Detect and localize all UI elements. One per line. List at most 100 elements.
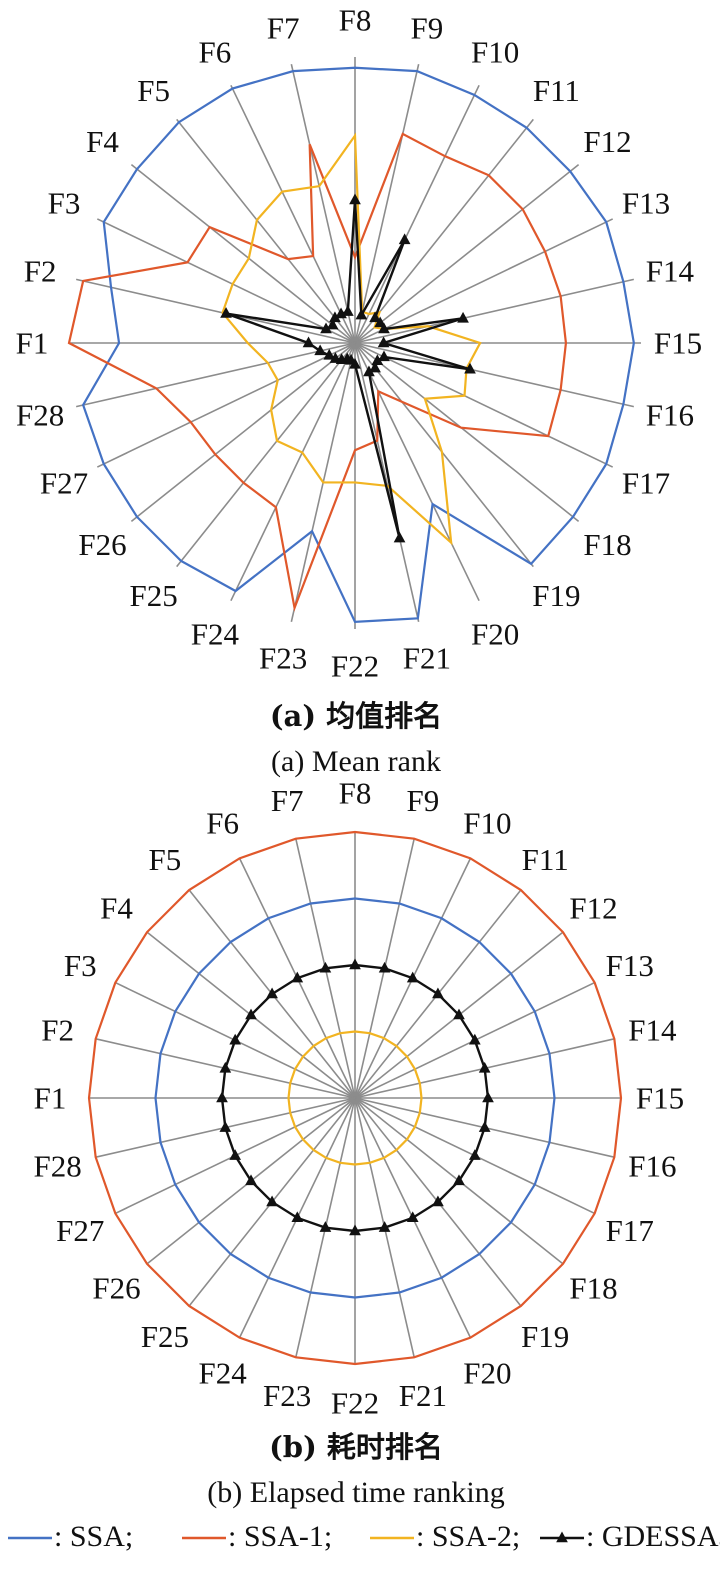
legend-label-ssa: : SSA; — [54, 1520, 133, 1553]
chart-a-spoke-f19 — [354, 342, 534, 568]
chart-b-subtitle: (b) Elapsed time ranking — [207, 1476, 504, 1509]
legend-item-ssa: : SSA; — [8, 1520, 133, 1553]
chart-b-point-gdessa-f8 — [349, 958, 361, 970]
legend-label-gdessa: : GDESSA。 — [586, 1520, 720, 1553]
chart-b-series-ssa-1 — [87, 830, 623, 1366]
chart-a-point-gdessa-f17 — [378, 350, 390, 362]
chart-b-label-f14: F14 — [628, 1013, 677, 1048]
chart-a-spoke-f21 — [354, 342, 420, 623]
chart-a-label-f11: F11 — [533, 73, 580, 108]
chart-b-point-gdessa-f3 — [229, 1033, 242, 1045]
chart-a-point-gdessa-f26 — [329, 352, 342, 363]
chart-a-label-f17: F17 — [622, 466, 670, 501]
chart-a-title: (a) 均值排名 — [270, 699, 442, 733]
chart-a-spoke-f18 — [354, 342, 580, 522]
chart-a-point-gdessa-f15 — [377, 336, 390, 348]
chart-b-point-gdessa-f9 — [378, 961, 391, 973]
chart-a-spoke-f9 — [354, 63, 420, 344]
chart-b-label-f5: F5 — [148, 842, 181, 877]
chart-b-series-ssa — [154, 897, 556, 1299]
chart-a-label-f25: F25 — [129, 578, 177, 613]
chart-a-point-gdessa-f13 — [378, 322, 390, 334]
chart-b-series — [87, 830, 623, 1366]
chart-a-label-f26: F26 — [78, 527, 126, 562]
chart-b-point-gdessa-f1 — [216, 1091, 228, 1103]
chart-a-point-gdessa-f4 — [326, 318, 339, 330]
chart-a-label-f27: F27 — [40, 466, 88, 501]
chart-a-label-f22: F22 — [331, 649, 379, 684]
chart-a-label-f20: F20 — [471, 617, 519, 652]
chart-a-point-gdessa-f11 — [369, 311, 381, 323]
chart-b-label-f27: F27 — [56, 1213, 104, 1248]
chart-a-spoke-f10 — [354, 84, 480, 344]
legend-item-ssa-1: : SSA-1; — [182, 1520, 332, 1553]
chart-b-point-gdessa-f19 — [432, 1195, 444, 1207]
legend-label-ssa-1: : SSA-1; — [228, 1520, 332, 1553]
chart-b-point-gdessa-f18 — [453, 1174, 465, 1186]
chart-b-label-f18: F18 — [569, 1271, 617, 1306]
chart-b-label-f1: F1 — [34, 1081, 67, 1116]
chart-a-label-f16: F16 — [646, 397, 694, 432]
chart-b-point-gdessa-f20 — [406, 1211, 419, 1223]
chart-b-label-f20: F20 — [463, 1355, 511, 1390]
chart-b-label-f8: F8 — [339, 776, 372, 811]
chart-a-spoke-f13 — [354, 218, 614, 344]
chart-b-point-gdessa-f2 — [219, 1061, 232, 1073]
chart-a-label-f8: F8 — [339, 3, 372, 38]
chart-a-point-gdessa-f18 — [371, 354, 384, 366]
chart-a-point-gdessa-f19 — [369, 361, 381, 373]
chart-a-spoke-f24 — [230, 342, 356, 602]
chart-b-point-gdessa-f11 — [432, 987, 444, 999]
chart-b-point-gdessa-f17 — [468, 1149, 481, 1160]
chart-a-series — [67, 66, 635, 623]
chart-a-label-f5: F5 — [137, 73, 170, 108]
legend: : SSA; : SSA-1; : SSA-2; : GDESSA。 — [8, 1520, 720, 1553]
chart-b-point-gdessa-f10 — [406, 971, 419, 983]
chart-b-label-f2: F2 — [41, 1013, 74, 1048]
chart-a-label-f12: F12 — [583, 124, 631, 159]
chart-b-point-gdessa-f28 — [219, 1121, 232, 1132]
chart-b-label-f19: F19 — [521, 1319, 569, 1354]
chart-b-point-gdessa-f15 — [482, 1091, 494, 1103]
chart-a-label-f21: F21 — [403, 640, 451, 675]
chart-a-spoke-f25 — [176, 342, 356, 568]
chart-a-series-ssa — [81, 66, 635, 623]
chart-b-title: (b) 耗时排名 — [269, 1430, 443, 1464]
chart-b-label-f6: F6 — [206, 806, 239, 841]
chart-b-label-f28: F28 — [34, 1148, 82, 1183]
chart-b-point-gdessa-f25 — [266, 1195, 278, 1207]
chart-a-point-gdessa-f14 — [457, 311, 469, 323]
chart-b-label-f23: F23 — [263, 1378, 311, 1413]
chart-a-label-f18: F18 — [583, 527, 631, 562]
chart-b-label-f25: F25 — [141, 1319, 189, 1354]
chart-b-label-f26: F26 — [92, 1271, 140, 1306]
chart-b-label-f3: F3 — [64, 948, 97, 983]
chart-b-label-f22: F22 — [331, 1386, 379, 1421]
legend-item-ssa-2: : SSA-2; — [370, 1520, 520, 1553]
chart-a-label-f3: F3 — [48, 185, 81, 220]
chart-a-series-ssa-2 — [221, 132, 482, 546]
chart-a-spoke-f14 — [354, 278, 635, 344]
chart-a-spoke-f28 — [75, 342, 356, 408]
chart-a-spoke-f3 — [96, 218, 356, 344]
chart-b-point-gdessa-f27 — [229, 1149, 242, 1160]
chart-a-point-gdessa-f16 — [464, 362, 476, 374]
chart-a-spokes — [69, 57, 641, 629]
legend-label-ssa-2: : SSA-2; — [416, 1520, 520, 1553]
chart-a-label-f28: F28 — [16, 397, 64, 432]
chart-a-point-gdessa-f20 — [363, 365, 375, 377]
chart-a-spoke-f5 — [176, 118, 356, 344]
chart-a-spoke-f4 — [130, 164, 356, 344]
chart-a-label-f10: F10 — [471, 34, 519, 69]
chart-a-point-gdessa-f7 — [341, 305, 354, 316]
chart-b-point-gdessa-f4 — [245, 1008, 257, 1020]
chart-b-label-f24: F24 — [199, 1355, 248, 1390]
chart-b-label-f21: F21 — [399, 1378, 447, 1413]
chart-b-point-gdessa-f16 — [478, 1121, 491, 1132]
chart-a-point-gdessa-f27 — [323, 348, 336, 360]
chart-b-label-f16: F16 — [628, 1148, 676, 1183]
chart-a-point-gdessa-f10 — [398, 233, 411, 245]
